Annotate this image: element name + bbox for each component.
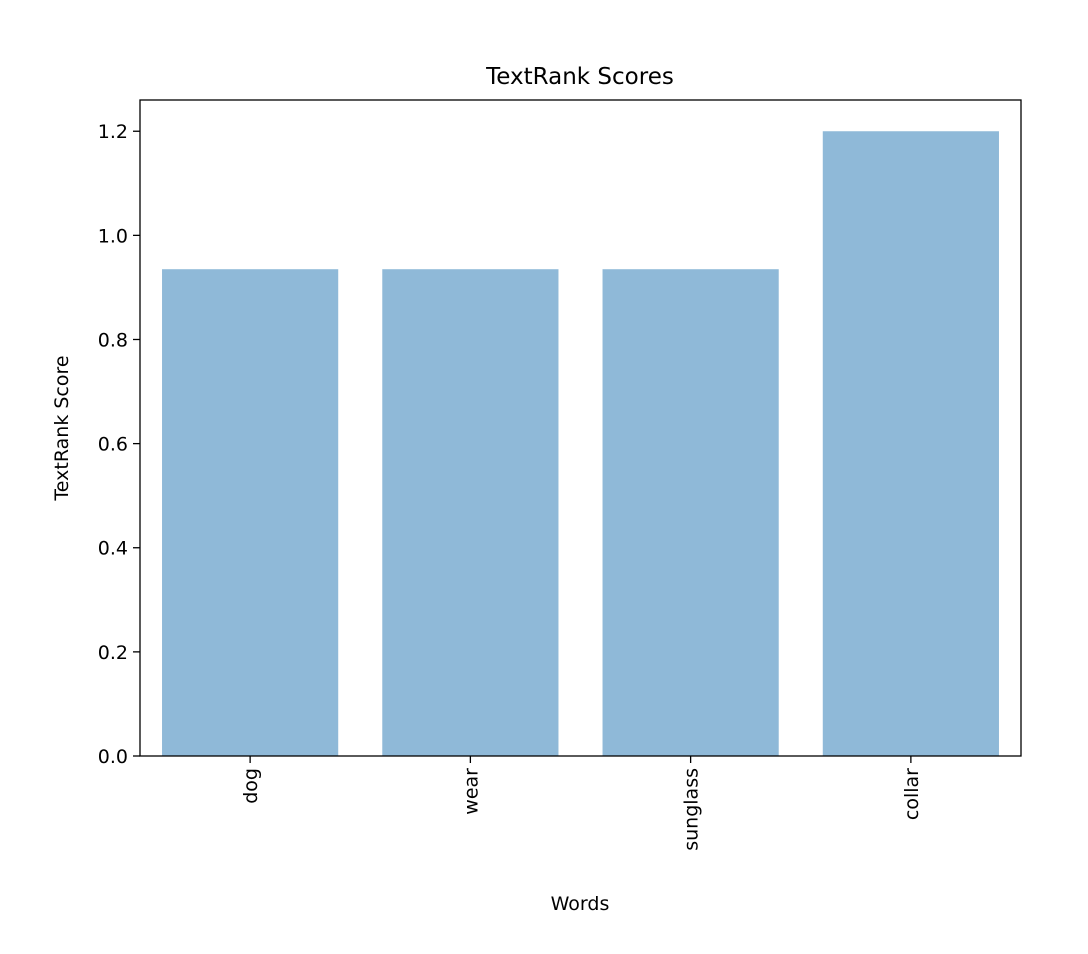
plot-frame <box>139 99 1022 757</box>
chart-title: TextRank Scores <box>485 64 674 90</box>
y-tick-label: 0.0 <box>98 746 128 768</box>
y-tick-label: 0.8 <box>98 329 128 351</box>
ticks-layer: 0.0 0.2 0.4 0.6 0.8 1.0 1.2 dog wear sunglass coll… <box>98 121 923 851</box>
bars-layer <box>162 131 999 756</box>
x-tick-label: wear <box>460 768 482 815</box>
bar-wear <box>382 269 559 756</box>
y-tick-label: 0.2 <box>98 642 128 664</box>
x-tick-label: sunglass <box>681 768 703 851</box>
x-tick-label: collar <box>901 768 923 820</box>
y-tick-label: 1.0 <box>98 225 128 247</box>
x-axis-label: Words <box>551 893 610 915</box>
bar-dog <box>162 269 339 756</box>
y-axis-label: TextRank Score <box>51 355 73 501</box>
x-tick-label: dog <box>240 768 262 804</box>
y-tick-label: 0.6 <box>98 434 128 456</box>
y-tick-label: 1.2 <box>98 121 128 143</box>
axes-layer <box>139 99 1022 757</box>
bar-collar <box>822 131 999 756</box>
bar-sunglass <box>602 269 779 756</box>
y-tick-label: 0.4 <box>98 538 128 560</box>
